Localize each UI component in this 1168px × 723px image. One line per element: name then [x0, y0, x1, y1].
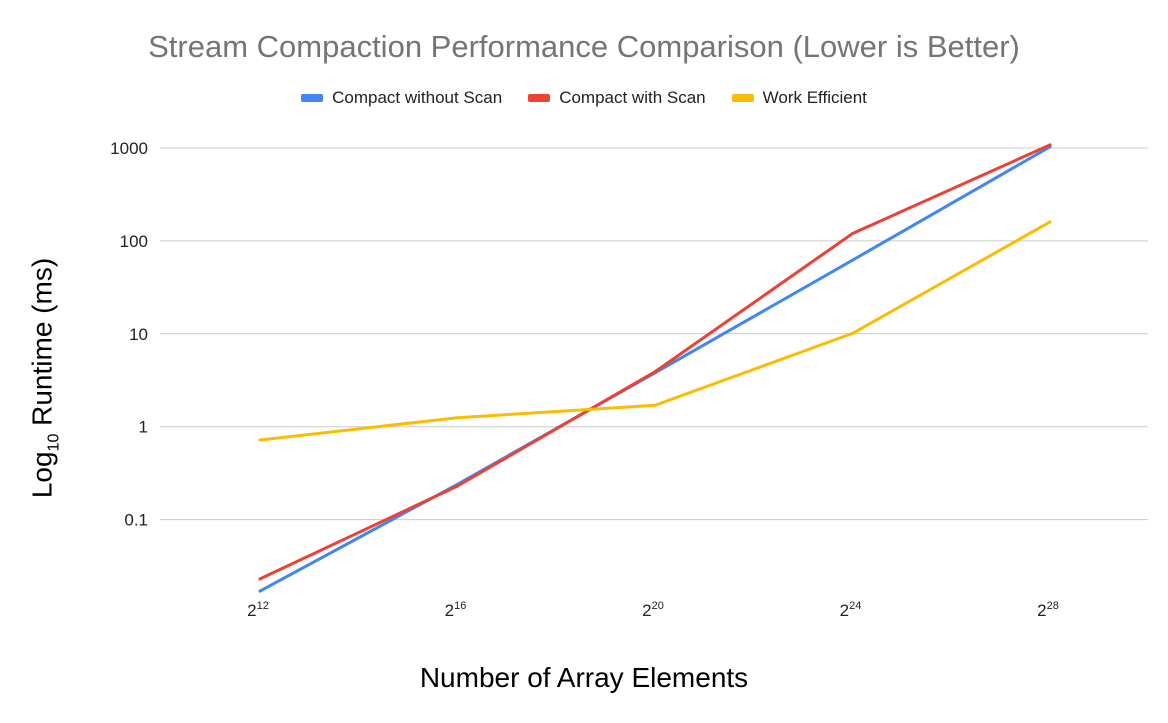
- legend-label: Work Efficient: [762, 88, 867, 107]
- x-tick-exponent: 20: [652, 600, 664, 612]
- data-point: [851, 258, 854, 262]
- y-tick-label: 100: [120, 232, 148, 251]
- y-tick-label: 1000: [110, 139, 148, 158]
- legend-item: Compact without Scan: [301, 88, 502, 108]
- legend: Compact without Scan Compact with Scan Wor…: [0, 88, 1168, 108]
- legend-swatch: [731, 94, 754, 102]
- series-line-2: [258, 220, 1052, 442]
- x-tick-label: 228: [1037, 600, 1059, 620]
- x-tick-base: 2: [247, 601, 256, 620]
- legend-swatch: [528, 94, 551, 102]
- data-point: [258, 438, 262, 442]
- x-axis-title: Number of Array Elements: [419, 662, 749, 693]
- x-tick-base: 2: [840, 601, 849, 620]
- x-tick-exponent: 28: [1047, 600, 1059, 612]
- legend-item: Compact with Scan: [528, 88, 706, 108]
- data-point: [258, 577, 262, 581]
- data-point: [653, 370, 657, 374]
- data-point: [456, 416, 459, 420]
- x-tick-base: 2: [642, 601, 651, 620]
- x-tick-base: 2: [1037, 601, 1046, 620]
- x-tick-exponent: 16: [454, 600, 466, 612]
- data-point: [258, 589, 262, 593]
- chart-title: Stream Compaction Performance Comparison…: [148, 29, 1020, 64]
- legend-item: Work Efficient: [731, 88, 867, 108]
- x-tick-base: 2: [445, 601, 454, 620]
- x-tick-label: 212: [247, 600, 269, 620]
- x-tick-exponent: 12: [257, 600, 269, 612]
- legend-label: Compact with Scan: [559, 88, 706, 107]
- legend-label: Compact without Scan: [332, 88, 503, 107]
- x-tick-label: 224: [840, 600, 862, 620]
- data-point: [851, 331, 854, 335]
- data-point: [653, 403, 657, 407]
- legend-swatch: [301, 94, 324, 102]
- x-tick-label: 220: [642, 600, 664, 620]
- data-point: [851, 232, 854, 236]
- y-tick-label: 0.1: [124, 511, 148, 530]
- data-point: [456, 484, 459, 488]
- series-line-1: [258, 143, 1052, 581]
- y-tick-label: 10: [129, 325, 148, 344]
- data-point: [1048, 143, 1052, 147]
- y-tick-label: 1: [139, 418, 148, 437]
- x-tick-label: 216: [445, 600, 467, 620]
- data-point: [1048, 220, 1052, 224]
- x-tick-exponent: 24: [849, 600, 861, 612]
